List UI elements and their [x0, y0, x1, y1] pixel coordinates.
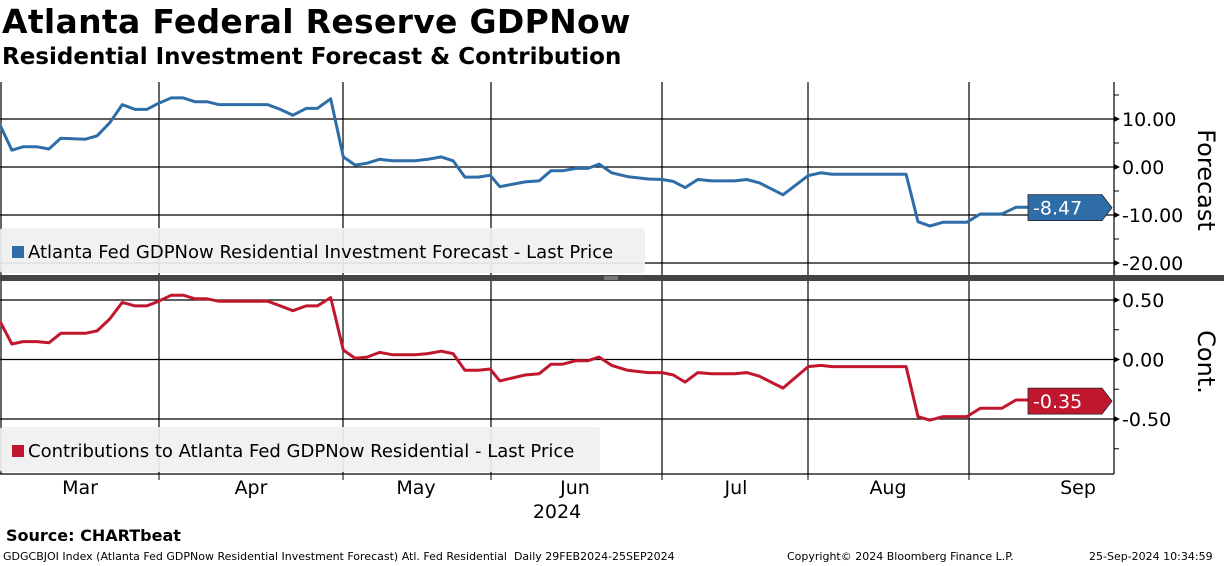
source-label: Source: CHARTbeat — [6, 526, 181, 545]
last-value-label: -8.47 — [1033, 198, 1082, 220]
chart-subtitle: Residential Investment Forecast & Contri… — [2, 44, 622, 70]
legend-box — [0, 228, 645, 273]
bottom-panel: 0.50 0.00 -0.50 Cont. Contributions to Atlan… — [0, 281, 1220, 474]
y-tick-label: 0.00 — [1122, 350, 1164, 372]
footer-timestamp: 25-Sep-2024 10:34:59 — [1089, 550, 1213, 563]
x-tick-label: Apr — [235, 477, 268, 499]
last-value-label: -0.35 — [1033, 391, 1082, 413]
panel-separator — [0, 275, 1224, 281]
top-series-line — [0, 96, 1091, 228]
y-axis-title: Forecast — [1192, 129, 1220, 231]
x-axis-year: 2024 — [533, 501, 581, 523]
x-tick-label: Jul — [724, 477, 748, 499]
footer-copyright: Copyright© 2024 Bloomberg Finance L.P. — [787, 550, 1014, 563]
y-tick-label: -10.00 — [1122, 205, 1183, 227]
footer-description: GDGCBJOI Index (Atlanta Fed GDPNow Resid… — [3, 550, 675, 563]
y-tick-label: 0.50 — [1122, 290, 1164, 312]
y-axis-title: Cont. — [1192, 330, 1220, 394]
y-tick-label: -0.50 — [1122, 409, 1171, 431]
x-tick-label: May — [396, 477, 435, 499]
last-value-tag — [1027, 387, 1113, 415]
x-tick-label: Sep — [1060, 477, 1096, 499]
top-panel: 10.00 0.00 -10.00 -20.00 Forecast Atlanta Fed… — [0, 82, 1220, 275]
legend-label: Contributions to Atlanta Fed GDPNow Resi… — [28, 441, 574, 462]
last-value-tag — [1027, 194, 1113, 222]
chart-area: 10.00 0.00 -10.00 -20.00 Forecast Atlanta Fed… — [0, 82, 1224, 523]
legend-swatch — [12, 445, 24, 457]
y-tick-label: 10.00 — [1122, 109, 1176, 131]
y-tick-label: -20.00 — [1122, 253, 1183, 275]
legend-box — [0, 427, 600, 472]
y-tick-label: 0.00 — [1122, 157, 1164, 179]
legend-swatch — [12, 246, 24, 258]
chart-title: Atlanta Federal Reserve GDPNow — [2, 2, 631, 41]
x-tick-label: Aug — [869, 477, 906, 499]
x-tick-label: Mar — [62, 477, 98, 499]
x-tick-label: Jun — [559, 477, 590, 499]
legend-label: Atlanta Fed GDPNow Residential Investmen… — [28, 242, 613, 263]
bottom-series-line — [0, 293, 1091, 422]
